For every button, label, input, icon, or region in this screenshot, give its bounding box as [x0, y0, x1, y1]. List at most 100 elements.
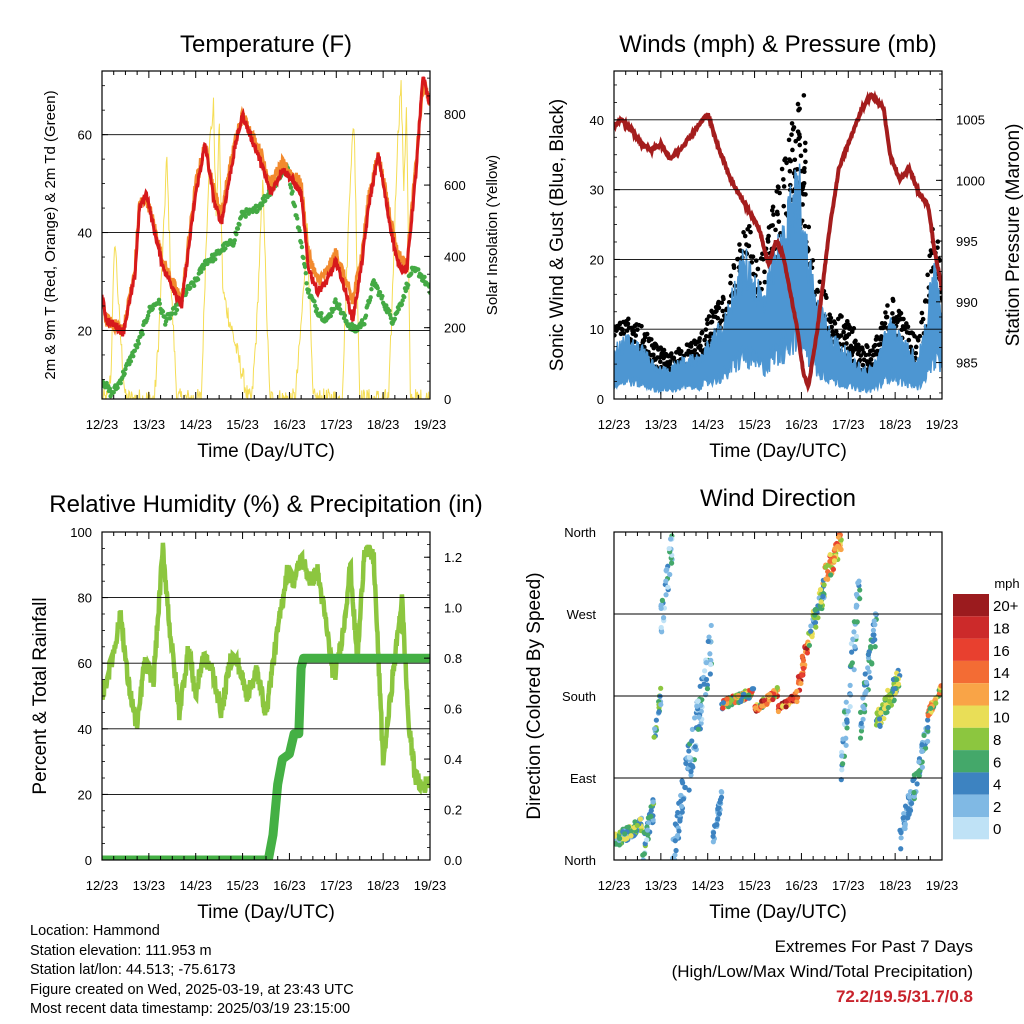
direction-point — [828, 572, 834, 578]
legend-swatch — [953, 750, 989, 773]
dewpoint-point — [205, 261, 210, 267]
direction-point — [902, 821, 908, 827]
humidity-y2tick-label: 0.4 — [444, 752, 462, 767]
humidity-plot-area — [102, 542, 430, 860]
direction-point — [625, 824, 632, 830]
dewpoint-point — [387, 308, 392, 314]
gust-point — [720, 308, 725, 314]
direction-point — [656, 709, 662, 715]
legend-title: mph — [994, 576, 1019, 591]
gust-point — [866, 352, 872, 357]
dewpoint-point — [195, 277, 201, 282]
winds-xtick-label: 19/23 — [926, 417, 959, 432]
humidity-ytick-label: 40 — [78, 722, 92, 737]
gust-point — [935, 239, 941, 244]
dewpoint-point — [223, 246, 228, 251]
winds-y2tick-label: 995 — [956, 234, 978, 249]
direction-ytick-label: South — [562, 689, 596, 704]
gust-point — [699, 329, 705, 335]
direction-point — [714, 822, 720, 828]
direction-point — [862, 671, 868, 677]
direction-point — [697, 683, 703, 689]
direction-point — [831, 558, 838, 564]
legend-label: 6 — [993, 754, 1001, 771]
direction-point — [679, 809, 685, 815]
winds-ytick-label: 30 — [590, 183, 604, 198]
direction-point — [658, 624, 664, 631]
direction-point — [895, 681, 902, 687]
gust-point — [731, 265, 737, 271]
dewpoint-point — [243, 214, 248, 219]
humidity-xtick-label: 18/23 — [367, 878, 400, 893]
winds-xtick-label: 15/23 — [738, 417, 771, 432]
direction-point — [679, 778, 685, 784]
gust-point — [714, 308, 719, 314]
direction-point — [668, 536, 674, 542]
gust-point — [849, 329, 855, 335]
dewpoint-point — [363, 313, 369, 318]
gust-point — [784, 160, 789, 166]
gust-point — [865, 344, 870, 350]
gust-point — [890, 311, 895, 316]
dewpoint-point — [263, 198, 268, 203]
dewpoint-point — [157, 301, 162, 306]
dewpoint-point — [228, 238, 234, 243]
winds-xtick-label: 14/23 — [691, 417, 724, 432]
gust-point — [769, 208, 775, 213]
direction-point — [634, 822, 640, 829]
direction-point — [853, 591, 860, 598]
temperature-y2tick-label: 200 — [444, 321, 466, 336]
gust-point — [747, 223, 752, 229]
gust-point — [803, 192, 808, 197]
gust-point — [771, 212, 776, 217]
gust-point — [709, 319, 715, 325]
direction-point — [848, 641, 855, 647]
gust-point — [779, 166, 785, 172]
direction-point — [799, 653, 805, 659]
direction-point — [927, 705, 934, 711]
elevation-text: Station elevation: 111.953 m — [30, 942, 212, 959]
dewpoint-point — [122, 371, 127, 376]
direction-point — [933, 700, 939, 706]
direction-point — [844, 725, 850, 731]
direction-point — [850, 636, 856, 642]
direction-point — [707, 651, 713, 657]
gust-point — [719, 318, 724, 324]
direction-point — [705, 638, 711, 645]
direction-point — [919, 742, 925, 748]
gust-point — [917, 333, 923, 339]
legend-label: 12 — [993, 687, 1010, 704]
extremes-box: Extremes For Past 7 Days (High/Low/Max W… — [672, 934, 973, 1009]
direction-point — [804, 650, 810, 656]
dewpoint-point — [392, 316, 398, 321]
direction-point — [809, 634, 815, 640]
direction-point — [855, 580, 861, 586]
gust-point — [856, 342, 861, 348]
temperature-xtick-label: 13/23 — [133, 417, 166, 432]
direction-point — [853, 633, 860, 639]
direction-point — [676, 828, 682, 834]
sonic-wind-band — [614, 163, 942, 395]
direction-point — [823, 564, 829, 570]
gust-point — [802, 148, 808, 153]
gust-point — [765, 239, 771, 244]
direction-point — [834, 543, 841, 549]
gust-point — [829, 324, 835, 330]
gust-point — [742, 233, 748, 239]
dewpoint-point — [237, 222, 242, 227]
direction-point — [645, 832, 651, 838]
dewpoint-point — [167, 316, 173, 321]
direction-point — [911, 776, 917, 782]
gust-point — [879, 334, 884, 339]
direction-plot-area — [614, 532, 942, 860]
temperature-xtick-label: 17/23 — [320, 417, 353, 432]
direction-point — [865, 651, 872, 658]
dewpoint-point — [290, 189, 295, 194]
dewpoint-point — [295, 216, 300, 221]
gust-point — [870, 348, 876, 353]
direction-xtick-label: 15/23 — [738, 878, 771, 893]
gust-point — [776, 219, 782, 224]
direction-point — [843, 742, 849, 748]
dewpoint-point — [331, 306, 337, 312]
gust-point — [635, 327, 640, 333]
